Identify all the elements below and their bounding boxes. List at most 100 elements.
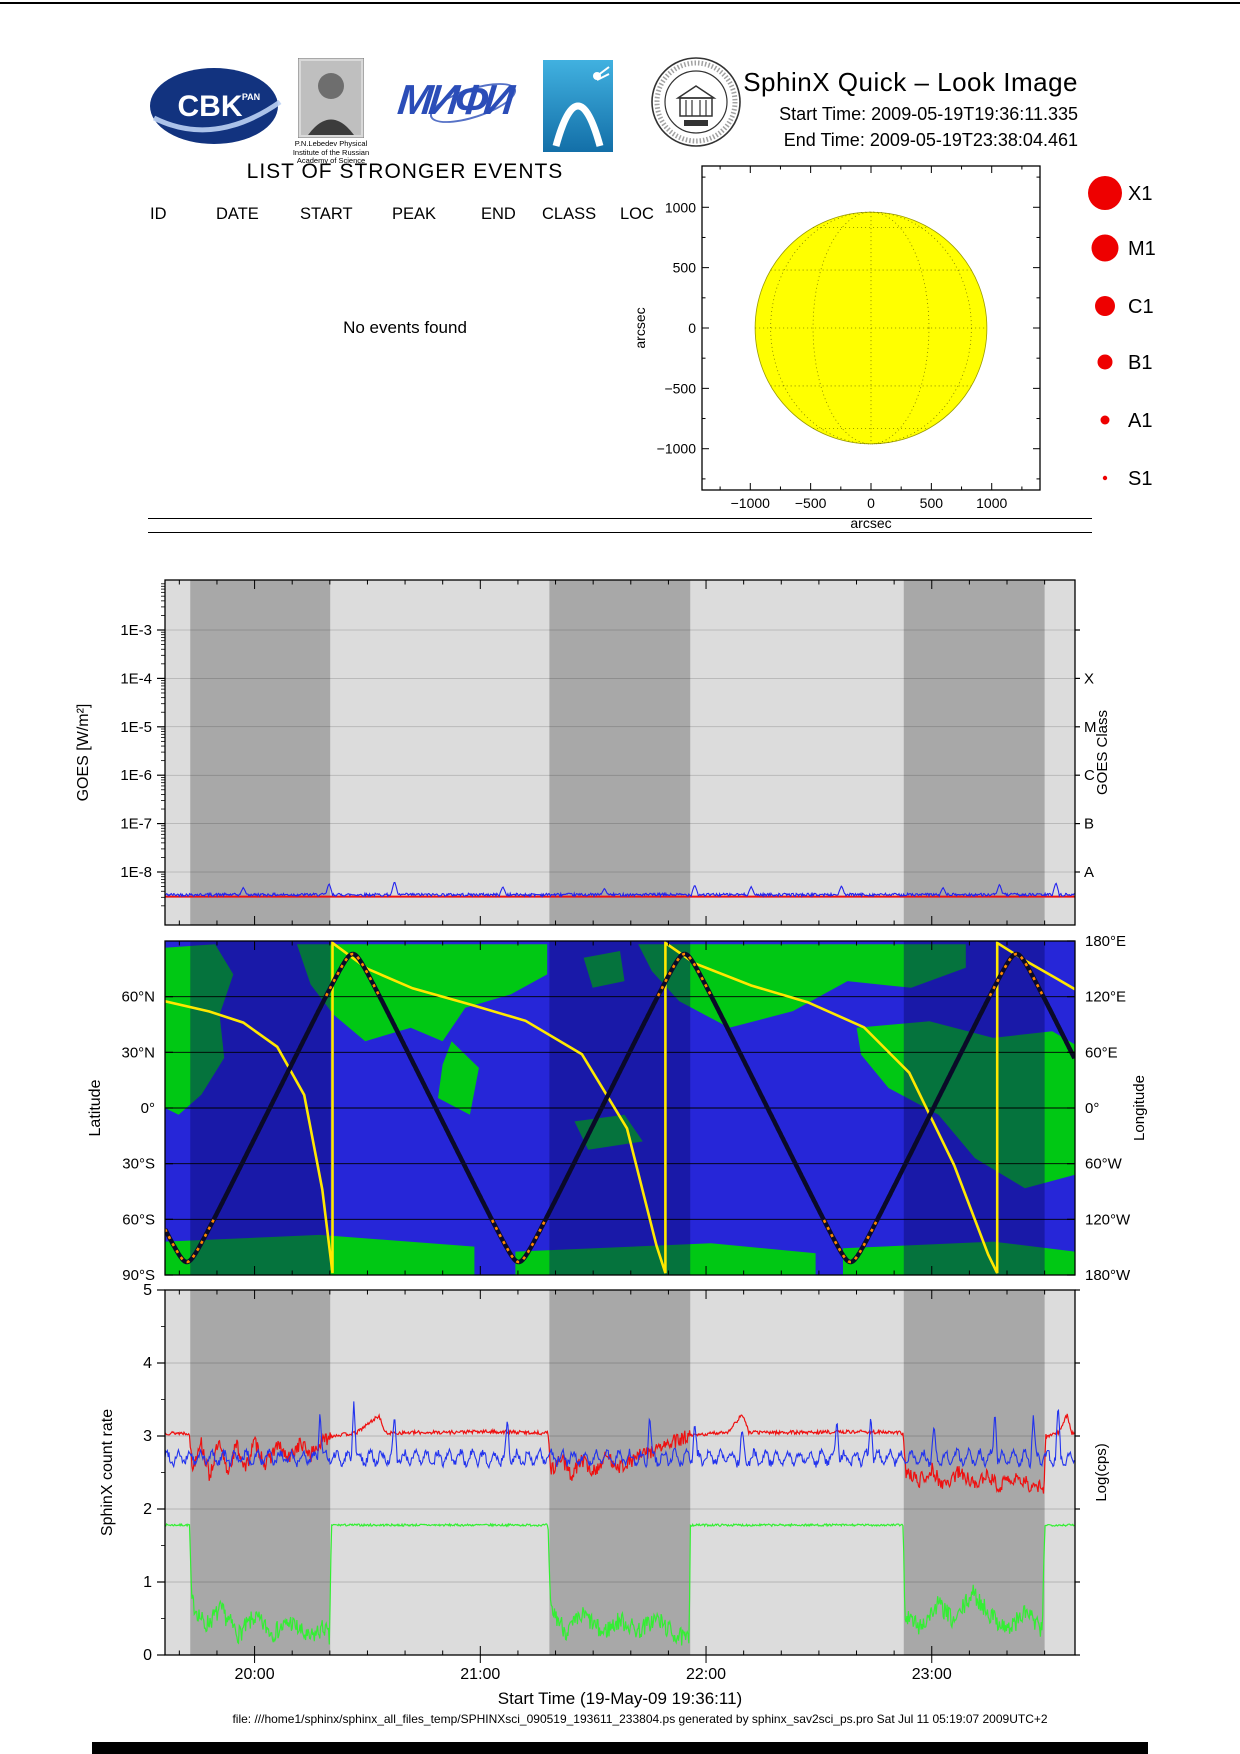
time-tick-label: 22:00 [686, 1666, 726, 1683]
top-border-line [0, 2, 1240, 4]
map-lon-label: 60°W [1085, 1156, 1123, 1173]
goes-right-axis-title: GOES Class [1094, 710, 1111, 795]
map-panel: 60°N 30°N 0° 30°S 60°S 90°S 180°E 120°E 60°E 0° 60… [87, 933, 1148, 1284]
panel-frame [164, 1289, 1076, 1656]
title-block: SphinX Quick – Look Image Start Time: 20… [743, 66, 1078, 152]
portrait-head [318, 73, 344, 99]
sun-x-tick-label: 0 [867, 495, 875, 511]
rate-ytick-label: 1 [143, 1574, 152, 1591]
cbk-logo: CBK PAN [150, 68, 282, 144]
map-lat-label: 30°N [121, 1044, 155, 1061]
goes-ytick-label: 1E-7 [120, 816, 152, 833]
legend-class-label: A1 [1128, 410, 1152, 432]
goes-y-axis-title: GOES [W/m²] [75, 704, 92, 802]
rate-ytick-label: 3 [143, 1428, 152, 1445]
legend-class-dot [1095, 296, 1115, 316]
goes-ytick-label: 1E-3 [120, 622, 152, 639]
cbk-sub-text: PAN [242, 92, 260, 102]
map-continent [438, 1041, 479, 1115]
seal-roof [675, 85, 717, 99]
footer-file-info: file: ///home1/sphinx/sphinx_all_files_t… [232, 1712, 1048, 1726]
map-continent [856, 1021, 1075, 1189]
sun-y-tick-label: 0 [688, 320, 696, 336]
cbk-text: CBK [178, 90, 243, 123]
orbit-track-polar-highlight [325, 952, 381, 998]
comet-tail [596, 66, 610, 81]
night-band [190, 580, 331, 925]
map-lon-label: 120°E [1085, 989, 1126, 1006]
rate-y-axis-title: SphinX count rate [99, 1409, 116, 1536]
goes-class-label: C [1084, 767, 1095, 784]
legend-class-dot [1102, 475, 1108, 481]
map-continent [583, 951, 625, 988]
legend-class-label: M1 [1128, 238, 1156, 260]
night-band [903, 1290, 1045, 1655]
map-lon-label: 60°E [1085, 1044, 1118, 1061]
seal-columns [685, 100, 707, 116]
panel-frame [701, 165, 1041, 491]
lebedev-portrait [298, 58, 364, 138]
sun-x-tick-label: −500 [795, 495, 827, 511]
events-column-header: PEAK [392, 205, 437, 223]
sun-x-tick-label: −1000 [731, 495, 771, 511]
rate-blue-line [165, 1401, 1075, 1470]
rate-green-line [165, 1522, 1075, 1646]
goes-class-label: M [1084, 719, 1097, 736]
orbit-track-polar-highlight [656, 952, 713, 998]
sun-y-axis-title: arcsec [632, 307, 648, 348]
map-y-axis-title: Latitude [87, 1079, 104, 1136]
cbk-swoosh [152, 99, 282, 133]
map-lat-label: 0° [141, 1100, 155, 1117]
events-column-header: END [481, 205, 516, 223]
bottom-border-bar [92, 1742, 1148, 1754]
goes-class-label: B [1084, 816, 1094, 833]
events-column-header: ID [150, 205, 167, 223]
separator-line [148, 518, 1092, 519]
seal-logo [651, 57, 741, 147]
map-lat-label: 60°S [122, 1211, 155, 1228]
longitude-curve [165, 941, 1075, 1274]
time-tick-label: 20:00 [235, 1666, 275, 1683]
time-tick-label: 21:00 [460, 1666, 500, 1683]
map-right-axis-title: Longitude [1131, 1075, 1148, 1141]
panel-frame [164, 940, 1076, 1276]
lebedev-caption-line: Academy of Science [296, 156, 366, 166]
lebedev-caption-line: Institute of the Russian [292, 147, 370, 157]
sun-x-axis-title: arcsec [850, 515, 891, 531]
map-continent [638, 944, 966, 1028]
no-events-message: No events found [343, 318, 467, 337]
legend-class-label: C1 [1128, 296, 1154, 318]
events-column-header: DATE [216, 205, 259, 223]
goes-ytick-label: 1E-4 [120, 670, 152, 687]
goes-ytick-label: 1E-8 [120, 864, 152, 881]
page-title: SphinX Quick – Look Image [743, 67, 1078, 97]
rate-data [165, 1401, 1075, 1646]
map-continent [165, 944, 234, 1115]
legend-class-label: X1 [1128, 183, 1152, 205]
goes-ytick-label: 1E-6 [120, 767, 152, 784]
rate-panel: 0 1 2 3 4 5 SphinX count rate Log(cps) 20:00 21:0… [99, 1282, 1110, 1708]
seal-text-ring [654, 60, 738, 144]
goes-data [165, 881, 1075, 898]
night-band [190, 1290, 331, 1655]
lebedev-caption: P.N.Lebedev Physical Institute of the Ru… [268, 139, 394, 166]
legend-class-dot [1091, 234, 1119, 262]
events-column-header: CLASS [542, 205, 597, 223]
legend-class-dot [1100, 415, 1110, 425]
orbit-track-polar-highlight [490, 1218, 547, 1264]
rate-ytick-label: 4 [143, 1355, 152, 1372]
map-continent [843, 1241, 1075, 1275]
orbit-track-polar-highlight [165, 1218, 215, 1264]
events-list-title: LIST OF STRONGER EVENTS [246, 160, 564, 183]
arch-icon [552, 102, 604, 147]
start-time-label: Start Time: 2009-05-19T19:36:11.335 [779, 103, 1078, 124]
arch-logo [543, 60, 613, 152]
seal-inner-ring [664, 70, 728, 134]
solar-disk [754, 211, 988, 445]
legend-class-dot [1088, 176, 1122, 210]
map-content [165, 941, 1075, 1275]
map-lat-label: 90°S [122, 1267, 155, 1284]
legend-class-label: B1 [1128, 352, 1152, 374]
events-column-header: START [300, 205, 353, 223]
